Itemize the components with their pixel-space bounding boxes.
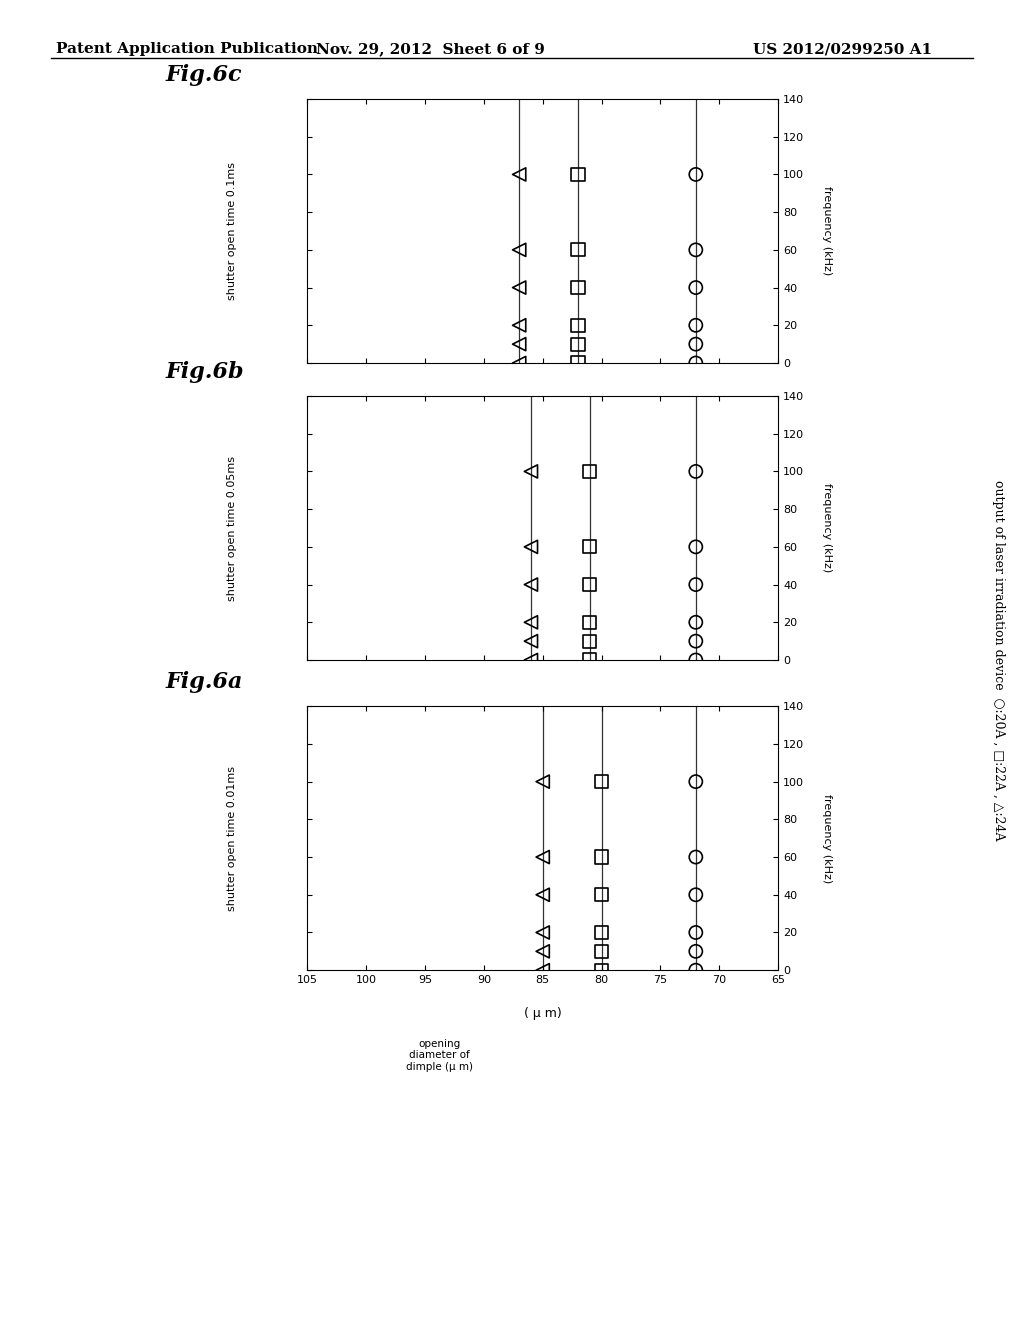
- Point: [593, 941, 609, 962]
- Point: [582, 536, 598, 557]
- Point: [593, 771, 609, 792]
- Point: [593, 921, 609, 942]
- Text: ( μ m): ( μ m): [524, 1007, 561, 1020]
- Point: [535, 921, 551, 942]
- Text: opening
diameter of
dimple (μ m): opening diameter of dimple (μ m): [406, 1039, 473, 1072]
- Point: [522, 536, 539, 557]
- Point: [522, 574, 539, 595]
- Point: [511, 277, 527, 298]
- Point: [688, 941, 705, 962]
- Point: [582, 631, 598, 652]
- Point: [511, 334, 527, 355]
- Point: [688, 334, 705, 355]
- Point: [688, 960, 705, 981]
- Point: [688, 631, 705, 652]
- Point: [569, 239, 586, 260]
- Text: shutter open time 0.01ms: shutter open time 0.01ms: [227, 766, 237, 911]
- Point: [535, 960, 551, 981]
- Text: shutter open time 0.1ms: shutter open time 0.1ms: [227, 162, 237, 300]
- Point: [688, 771, 705, 792]
- Point: [688, 574, 705, 595]
- Point: [569, 277, 586, 298]
- Point: [522, 461, 539, 482]
- Point: [511, 164, 527, 185]
- Point: [688, 611, 705, 632]
- Point: [582, 611, 598, 632]
- Point: [688, 846, 705, 867]
- Y-axis label: frequency (kHz): frequency (kHz): [822, 483, 833, 573]
- Point: [593, 846, 609, 867]
- Point: [511, 239, 527, 260]
- Text: Nov. 29, 2012  Sheet 6 of 9: Nov. 29, 2012 Sheet 6 of 9: [315, 42, 545, 57]
- Point: [688, 921, 705, 942]
- Point: [688, 239, 705, 260]
- Point: [535, 846, 551, 867]
- Point: [582, 574, 598, 595]
- Text: Fig.6b: Fig.6b: [166, 360, 245, 383]
- Point: [593, 960, 609, 981]
- Point: [535, 771, 551, 792]
- Point: [522, 649, 539, 671]
- Point: [522, 631, 539, 652]
- Point: [582, 649, 598, 671]
- Point: [511, 314, 527, 335]
- Text: Patent Application Publication: Patent Application Publication: [56, 42, 318, 57]
- Point: [688, 536, 705, 557]
- Point: [569, 164, 586, 185]
- Point: [522, 611, 539, 632]
- Text: Fig.6c: Fig.6c: [166, 63, 243, 86]
- Point: [688, 461, 705, 482]
- Point: [688, 314, 705, 335]
- Text: shutter open time 0.05ms: shutter open time 0.05ms: [227, 455, 237, 601]
- Point: [511, 352, 527, 374]
- Point: [688, 352, 705, 374]
- Point: [535, 941, 551, 962]
- Point: [688, 277, 705, 298]
- Point: [582, 461, 598, 482]
- Text: Fig.6a: Fig.6a: [166, 671, 244, 693]
- Point: [569, 334, 586, 355]
- Y-axis label: frequency (kHz): frequency (kHz): [822, 793, 833, 883]
- Point: [593, 884, 609, 906]
- Text: output of laser irradiation device  ○:20A , □:22A , △:24A: output of laser irradiation device ○:20A…: [992, 479, 1005, 841]
- Text: US 2012/0299250 A1: US 2012/0299250 A1: [753, 42, 932, 57]
- Point: [688, 884, 705, 906]
- Point: [688, 649, 705, 671]
- Point: [535, 884, 551, 906]
- Y-axis label: frequency (kHz): frequency (kHz): [822, 186, 833, 276]
- Point: [569, 314, 586, 335]
- Point: [569, 352, 586, 374]
- Point: [688, 164, 705, 185]
